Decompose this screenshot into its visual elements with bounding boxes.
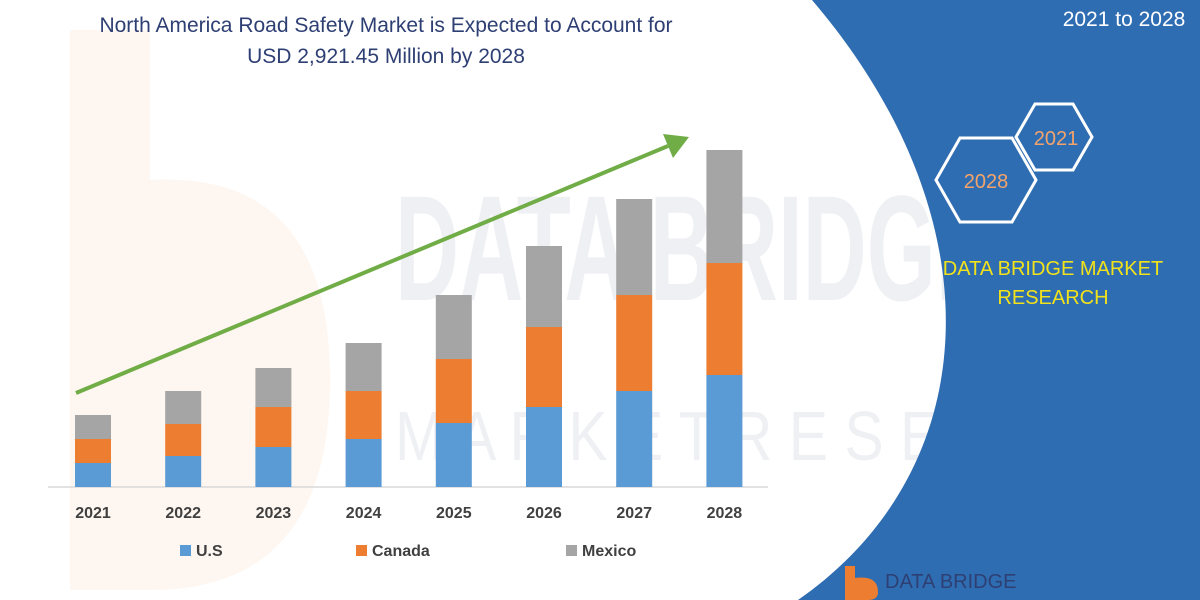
bar-us-2028 xyxy=(706,375,743,487)
bar-canada-2026 xyxy=(526,327,562,407)
bar-mexico-2027 xyxy=(616,199,653,295)
x-tick-label-2026: 2026 xyxy=(526,505,562,522)
hexagon-2028-label: 2028 xyxy=(964,171,1009,193)
chart-title-line2: USD 2,921.45 Million by 2028 xyxy=(247,45,525,68)
bar-us-2023 xyxy=(255,447,292,487)
legend: U.S Canada Mexico xyxy=(180,543,636,560)
bar-us-2022 xyxy=(165,456,202,487)
bar-us-2021 xyxy=(75,463,111,487)
watermark-line1: DATA BRIDGE xyxy=(395,164,995,332)
bar-us-2027 xyxy=(616,391,653,487)
x-tick-label-2025: 2025 xyxy=(436,505,472,522)
x-tick-label-2022: 2022 xyxy=(165,505,201,522)
bar-mexico-2023 xyxy=(255,368,292,407)
legend-label-mexico: Mexico xyxy=(582,543,636,560)
bar-mexico-2021 xyxy=(75,415,111,439)
bar-us-2026 xyxy=(526,407,562,487)
trend-arrow-shaft xyxy=(75,144,669,395)
bar-us-2025 xyxy=(435,423,472,487)
x-tick-label-2028: 2028 xyxy=(707,505,743,522)
period-label: 2021 to 2028 xyxy=(1063,8,1186,31)
legend-swatch-canada xyxy=(356,545,367,556)
brand-name-line2: RESEARCH xyxy=(997,287,1108,309)
trend-arrow xyxy=(75,134,689,395)
hexagon-2021-label: 2021 xyxy=(1034,128,1079,150)
x-tick-labels: 2021 2022 2023 2024 2025 2026 2027 2028 xyxy=(75,505,742,522)
legend-swatch-mexico xyxy=(566,545,577,556)
bar-canada-2022 xyxy=(165,424,202,456)
bar-mexico-2028 xyxy=(706,150,743,263)
right-panel-background xyxy=(798,0,1200,600)
footer-logo-icon xyxy=(845,566,878,600)
chart-title-line1: North America Road Safety Market is Expe… xyxy=(99,14,672,37)
bar-canada-2027 xyxy=(616,295,653,391)
bar-mexico-2022 xyxy=(165,391,202,424)
footer-logo-text: DATA BRIDGE xyxy=(885,571,1017,593)
bars-group xyxy=(75,150,743,487)
legend-label-us: U.S xyxy=(196,543,223,560)
legend-label-canada: Canada xyxy=(372,543,430,560)
hexagon-2021 xyxy=(1014,102,1094,172)
x-tick-label-2027: 2027 xyxy=(616,505,652,522)
bar-canada-2023 xyxy=(255,407,292,447)
x-tick-label-2023: 2023 xyxy=(256,505,292,522)
footer-logo: DATA BRIDGE xyxy=(845,566,1017,600)
stacked-bar-chart: 2021 2022 2023 2024 2025 2026 2027 2028 U.S Cana… xyxy=(48,134,768,560)
brand-name-line1: DATA BRIDGE MARKET xyxy=(943,258,1163,280)
bar-canada-2024 xyxy=(345,391,382,439)
x-tick-label-2024: 2024 xyxy=(346,505,382,522)
legend-swatch-us xyxy=(180,545,191,556)
hexagon-2028 xyxy=(934,136,1038,224)
bar-mexico-2024 xyxy=(345,343,382,391)
right-panel: 2021 to 2028 2021 2028 DATA BRIDGE MARKE… xyxy=(798,0,1200,600)
bar-canada-2021 xyxy=(75,439,111,463)
bar-mexico-2026 xyxy=(526,246,562,327)
trend-arrow-head xyxy=(663,134,689,158)
bar-us-2024 xyxy=(345,439,382,487)
bar-mexico-2025 xyxy=(435,295,472,359)
bar-canada-2028 xyxy=(706,263,743,375)
bar-canada-2025 xyxy=(435,359,472,423)
x-tick-label-2021: 2021 xyxy=(75,505,111,522)
